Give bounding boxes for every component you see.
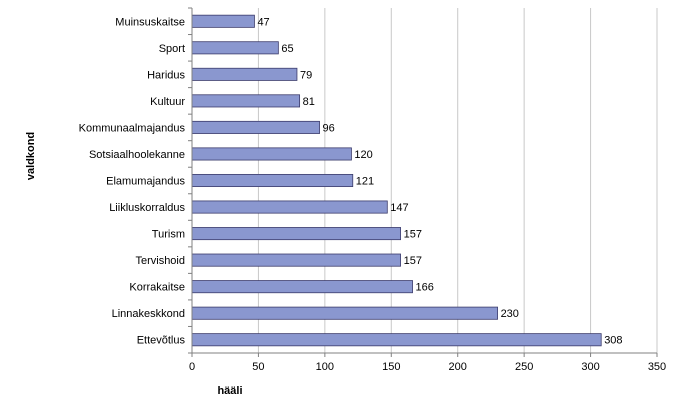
bar [191, 120, 320, 134]
x-tick-label: 250 [515, 361, 533, 373]
category-label: Ettevõtlus [137, 335, 186, 347]
data-label: 308 [604, 335, 622, 347]
category-label: Muinsuskaitse [115, 16, 185, 28]
labels: 0 50 100 150 200 250 300 350 Muinsuskaitse 47 Spor… [79, 16, 667, 373]
data-label: 65 [281, 43, 293, 55]
x-axis-title: hääli [217, 385, 242, 397]
bar [191, 227, 401, 241]
data-label: 230 [501, 308, 519, 320]
data-label: 96 [323, 122, 335, 134]
bar [191, 173, 354, 188]
gridlines [257, 8, 658, 353]
category-label: Kultuur [150, 96, 185, 108]
category-label: Sotsiaalhoolekanne [89, 149, 185, 161]
category-label: Kommunaalmajandus [79, 122, 186, 134]
data-label: 47 [257, 16, 269, 28]
data-label: 81 [303, 96, 315, 108]
x-tick-label: 350 [648, 361, 666, 373]
x-tick-label: 150 [382, 361, 400, 373]
bar [191, 94, 301, 108]
bars [191, 14, 602, 347]
x-tick-label: 200 [449, 361, 467, 373]
category-label: Sport [159, 43, 185, 55]
bar [191, 67, 298, 81]
bar [191, 280, 413, 294]
axes [188, 7, 658, 357]
category-label: Tervishoid [135, 255, 185, 267]
category-label: Haridus [147, 69, 185, 81]
bar [191, 147, 352, 161]
x-tick-label: 0 [189, 361, 195, 373]
data-label: 157 [404, 229, 422, 241]
category-label: Linnakeskkond [112, 308, 185, 320]
data-label: 157 [404, 255, 422, 267]
data-label: 79 [300, 69, 312, 81]
category-label: Elamumajandus [106, 176, 185, 188]
data-label: 147 [390, 202, 408, 214]
x-tick-label: 50 [252, 361, 264, 373]
category-label: Turism [152, 229, 185, 241]
bar [191, 306, 498, 320]
x-tick-label: 100 [316, 361, 334, 373]
y-axis-title: valdkond [25, 132, 37, 180]
data-label: 120 [354, 149, 372, 161]
x-tick-label: 300 [581, 361, 599, 373]
bar [191, 200, 388, 214]
category-label: Liikluskorraldus [109, 202, 185, 214]
bar [191, 41, 279, 55]
category-label: Korrakaitse [129, 282, 185, 294]
bar [191, 333, 602, 347]
bar [191, 14, 255, 28]
data-label: 121 [356, 176, 374, 188]
bar [191, 253, 401, 267]
data-label: 166 [416, 282, 434, 294]
